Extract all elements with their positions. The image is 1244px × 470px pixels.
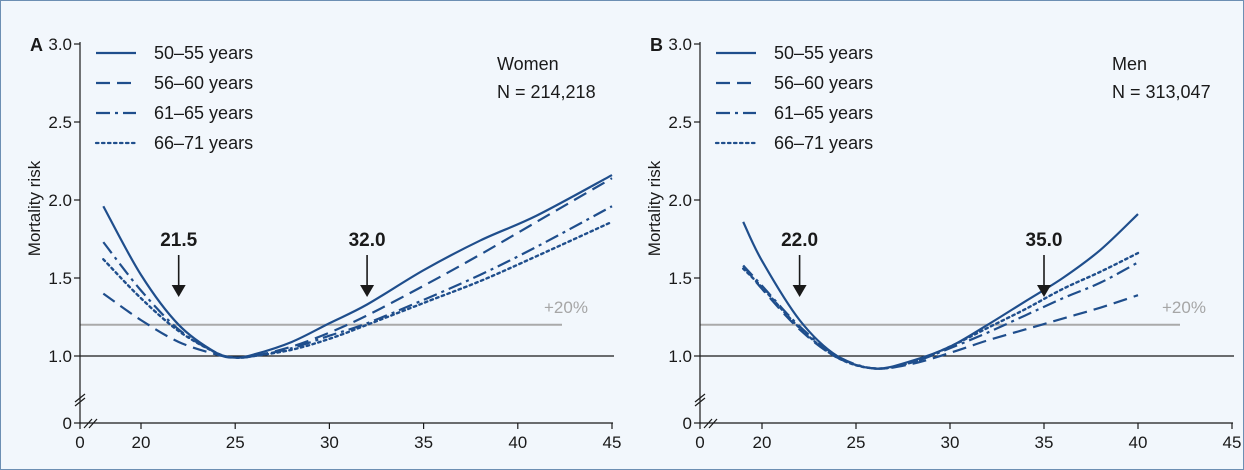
x-break-mark: [83, 418, 93, 429]
legend-label: 61–65 years: [154, 103, 253, 123]
panel-letter: A: [30, 35, 43, 55]
reference-label: +20%: [544, 298, 588, 317]
series-line-dash-dot: [102, 205, 613, 359]
series-line-dotted: [102, 220, 614, 359]
cut-point-label: 32.0: [349, 230, 386, 251]
legend-label: 56–60 years: [154, 73, 253, 93]
x-tick-label: 40: [1129, 433, 1148, 452]
sample-size-label: N = 313,047: [1112, 82, 1211, 102]
x-tick-label: 20: [753, 433, 772, 452]
series-line-dashed: [742, 264, 1139, 370]
x-tick-label: 25: [847, 433, 866, 452]
legend-label: 61–65 years: [774, 103, 873, 123]
panel-a: +20% 0 1.0 1.5 2.0 2.5 3.0 0 20 25 30 35 40 45 A Mortal…: [25, 35, 621, 452]
group-label: Men: [1112, 54, 1147, 74]
y-tick-label: 1.0: [48, 347, 72, 366]
cut-point-arrow-head: [792, 285, 807, 297]
x-tick-label: 30: [320, 433, 339, 452]
y-tick-label: 1.5: [668, 269, 692, 288]
y-tick-label: 0: [63, 414, 72, 433]
x-tick-label: 0: [75, 433, 84, 452]
y-tick-label: 0: [683, 414, 692, 433]
y-axis-label: Mortality risk: [25, 160, 44, 256]
x-tick-label: 35: [1035, 433, 1054, 452]
cut-point-arrow-head: [171, 285, 186, 297]
y-tick-label: 1.5: [48, 269, 72, 288]
y-tick-label: 1.0: [668, 347, 692, 366]
legend-label: 66–71 years: [154, 133, 253, 153]
x-tick-label: 25: [226, 433, 245, 452]
y-tick-label: 2.5: [668, 113, 692, 132]
series-line-dash-dot: [742, 261, 1139, 370]
x-tick-label: 35: [414, 433, 433, 452]
cut-point-label: 22.0: [781, 230, 818, 251]
cut-point-arrow-head: [1037, 285, 1051, 297]
series-line-solid: [742, 213, 1139, 370]
x-tick-label: 40: [508, 433, 527, 452]
series-line-dashed: [102, 177, 613, 359]
x-break-mark: [703, 418, 713, 429]
x-tick-label: 0: [695, 433, 704, 452]
y-tick-label: 2.5: [48, 113, 72, 132]
y-break-mark: [74, 393, 86, 403]
y-break-mark: [694, 397, 706, 407]
panel-letter: B: [650, 35, 663, 55]
series-line-solid: [102, 174, 613, 359]
group-label: Women: [497, 54, 559, 74]
y-break-mark: [694, 393, 706, 403]
y-tick-label: 2.0: [48, 191, 72, 210]
sample-size-label: N = 214,218: [497, 82, 596, 102]
panel-b: +20% 0 1.0 1.5 2.0 2.5 3.0 0 20 25 30 35 40 45 B Mortal…: [645, 35, 1241, 452]
y-tick-label: 3.0: [668, 35, 692, 54]
x-tick-label: 30: [941, 433, 960, 452]
legend-label: 66–71 years: [774, 133, 873, 153]
x-tick-label: 20: [132, 433, 151, 452]
legend-label: 50–55 years: [774, 43, 873, 63]
x-break-mark: [708, 418, 718, 429]
y-break-mark: [74, 397, 86, 407]
legend-label: 56–60 years: [774, 73, 873, 93]
y-tick-label: 3.0: [48, 35, 72, 54]
x-tick-label: 45: [1223, 433, 1242, 452]
cut-point-label: 21.5: [160, 230, 197, 251]
reference-label: +20%: [1162, 298, 1206, 317]
cut-point-arrow-head: [360, 285, 375, 297]
x-break-mark: [88, 418, 98, 429]
y-axis-label: Mortality risk: [645, 160, 664, 256]
series-line-dotted: [742, 251, 1140, 370]
legend-label: 50–55 years: [154, 43, 253, 63]
x-tick-label: 45: [603, 433, 622, 452]
cut-point-label: 35.0: [1026, 230, 1063, 251]
y-tick-label: 2.0: [668, 191, 692, 210]
